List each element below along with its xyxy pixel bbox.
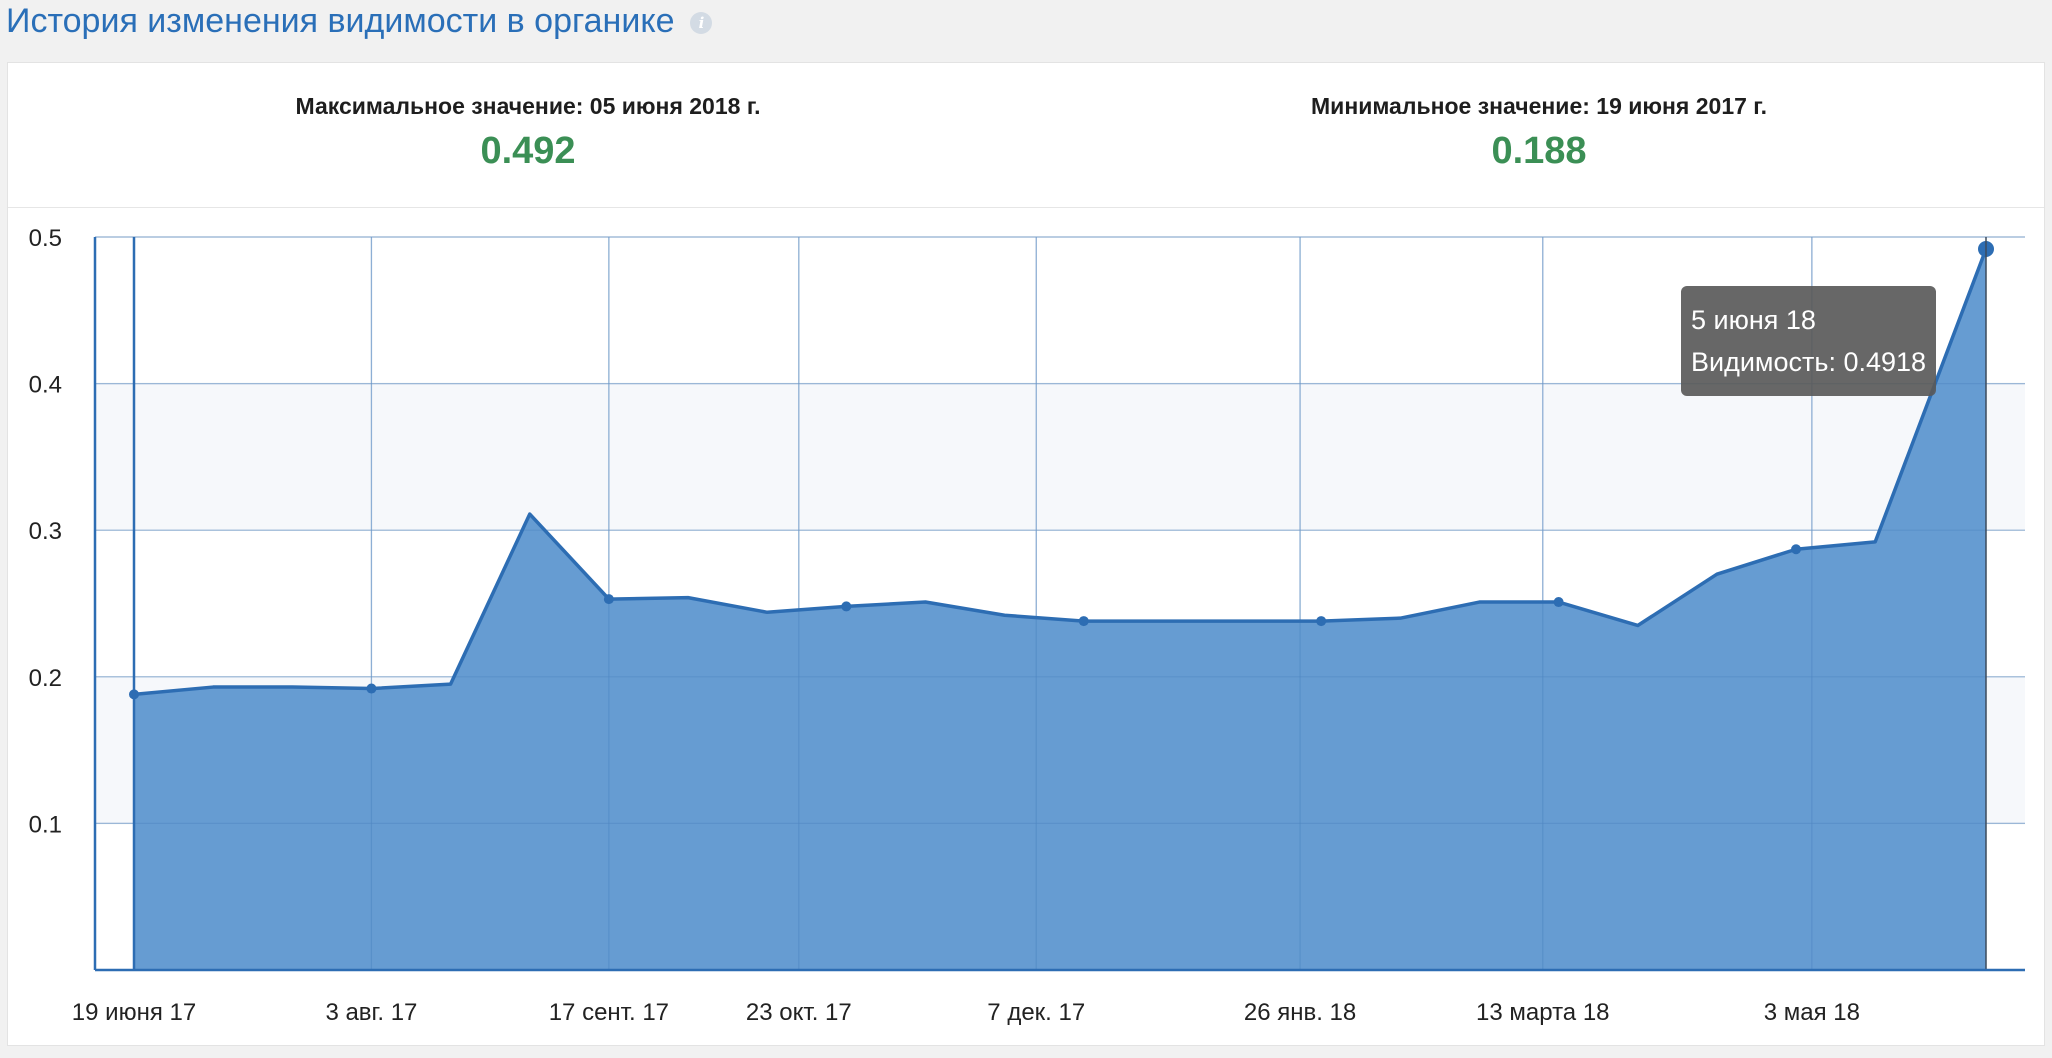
x-tick-label: 17 сент. 17 xyxy=(549,999,669,1026)
x-tick-label: 23 окт. 17 xyxy=(746,999,852,1026)
y-tick-label: 0.3 xyxy=(29,518,62,545)
max-stat-value: 0.492 xyxy=(480,130,576,172)
x-tick-label: 7 дек. 17 xyxy=(987,999,1085,1026)
max-stat-label: Максимальное значение: 05 июня 2018 г. xyxy=(295,93,761,119)
x-tick-label: 13 марта 18 xyxy=(1476,999,1609,1026)
tooltip-date: 5 июня 18 xyxy=(1691,305,1816,335)
min-stat: Минимальное значение: 19 июня 2017 г. 0.… xyxy=(1139,93,1939,173)
data-point xyxy=(603,594,614,605)
x-tick-label: 3 мая 18 xyxy=(1764,999,1860,1026)
grid-band xyxy=(95,383,2025,531)
y-tick-label: 0.1 xyxy=(29,811,62,838)
chart-tooltip: 5 июня 18 Видимость: 0.4918 xyxy=(1681,286,1937,396)
page-title-text: История изменения видимости в органике xyxy=(6,1,675,40)
data-point xyxy=(1791,544,1802,555)
info-icon[interactable]: i xyxy=(690,12,713,34)
data-point xyxy=(1553,597,1564,608)
min-stat-label: Минимальное значение: 19 июня 2017 г. xyxy=(1311,93,1767,119)
series-line xyxy=(133,248,1988,697)
data-point xyxy=(1316,616,1327,627)
y-tick-label: 0.2 xyxy=(29,665,62,692)
stats-panel: Максимальное значение: 05 июня 2018 г. 0… xyxy=(8,63,2044,208)
data-point xyxy=(841,601,852,612)
max-stat: Максимальное значение: 05 июня 2018 г. 0… xyxy=(128,93,928,173)
y-tick-label: 0.5 xyxy=(29,225,62,252)
x-tick-label: 19 июня 17 xyxy=(72,999,196,1026)
tooltip-value: Видимость: 0.4918 xyxy=(1691,347,1927,377)
data-point xyxy=(366,683,377,694)
x-tick-label: 26 янв. 18 xyxy=(1244,999,1356,1026)
x-tick-label: 3 авг. 17 xyxy=(325,999,417,1026)
page-title: История изменения видимости в органике i xyxy=(6,0,713,42)
y-tick-label: 0.4 xyxy=(29,372,62,399)
series-area xyxy=(134,249,1986,971)
min-stat-value: 0.188 xyxy=(1491,130,1587,172)
data-point xyxy=(1078,616,1089,627)
